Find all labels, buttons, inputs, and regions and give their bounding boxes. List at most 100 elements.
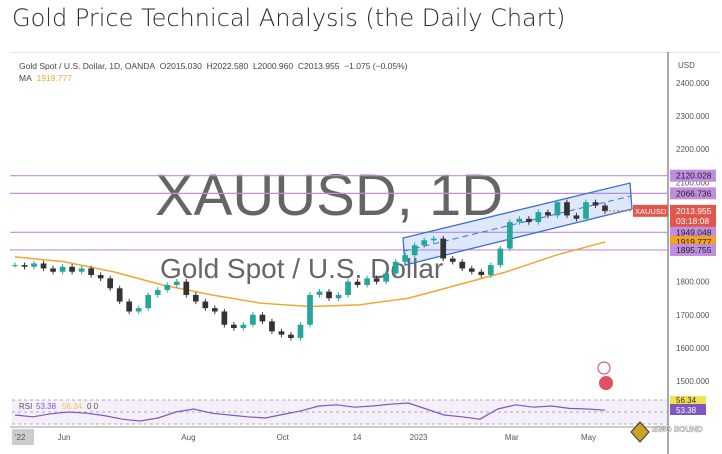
candle xyxy=(145,294,152,309)
symbol-tag-label: XAUUSD xyxy=(635,207,667,216)
rsi-line xyxy=(14,402,606,422)
candle xyxy=(373,278,380,282)
candle xyxy=(12,265,18,267)
legend-low: L2000.960 xyxy=(252,61,294,71)
candle xyxy=(221,311,228,325)
candle xyxy=(545,212,551,216)
candle xyxy=(250,314,256,325)
legend-open: O2015.030 xyxy=(159,61,202,71)
candle xyxy=(192,294,199,302)
candle xyxy=(564,202,570,216)
y-tick-label: 1700.000 xyxy=(676,311,710,320)
rsi-extra: 0 0 xyxy=(87,402,99,411)
watermark-name: Gold Spot / U.S. Dollar xyxy=(160,253,443,284)
candle xyxy=(335,294,342,299)
ma-label: MA xyxy=(19,73,32,83)
y-tick-label: 2100.000 xyxy=(676,178,710,187)
candle xyxy=(459,261,466,269)
candle xyxy=(164,284,171,290)
page-title: Gold Price Technical Analysis (the Daily… xyxy=(12,4,566,32)
candle xyxy=(497,248,504,266)
y-tick-label: 2400.000 xyxy=(676,79,710,88)
candle xyxy=(126,301,133,312)
candle xyxy=(69,266,75,272)
candle xyxy=(116,288,123,302)
chart-frame[interactable] xyxy=(10,52,720,453)
level-tag xyxy=(670,187,716,200)
x-tick-label: 14 xyxy=(353,433,362,442)
candle xyxy=(135,308,142,312)
candle xyxy=(278,331,285,335)
candle xyxy=(50,268,56,272)
rsi-tag-label: 53.38 xyxy=(676,406,697,415)
last-price-tag xyxy=(670,204,716,227)
y-tick-label: 2200.000 xyxy=(676,145,710,154)
candle xyxy=(554,202,561,216)
candle xyxy=(288,334,294,338)
candle xyxy=(487,265,494,276)
candle xyxy=(383,273,389,282)
candle xyxy=(421,240,428,246)
ma-value: 1919.777 xyxy=(36,73,72,83)
candle xyxy=(516,218,523,223)
candle xyxy=(411,245,418,256)
candle xyxy=(211,308,218,312)
logo-icon xyxy=(630,421,650,443)
candle xyxy=(402,255,409,262)
x-tick-label: 2023 xyxy=(410,433,428,442)
rsi-ma-value: 56.34 xyxy=(62,402,83,411)
candle xyxy=(354,281,361,285)
candle xyxy=(269,321,275,332)
candle xyxy=(88,268,94,276)
candle xyxy=(583,202,589,219)
x-tick-label: '22 xyxy=(15,433,26,442)
legend-symbol: Gold Spot / U.S. Dollar, 1D, OANDA xyxy=(19,61,156,71)
candle xyxy=(602,205,608,212)
last-price-label: 2013.955 xyxy=(676,206,712,216)
flag-icon xyxy=(599,376,613,390)
countdown-label: 03:18:08 xyxy=(676,216,709,226)
candle xyxy=(440,238,447,259)
candle xyxy=(392,261,399,274)
level-label: 2120.028 xyxy=(676,171,712,181)
candle xyxy=(259,314,266,322)
level-label: 1949.048 xyxy=(676,227,712,237)
candle xyxy=(231,324,237,329)
rsi-tag xyxy=(670,404,706,415)
y-tick-label: 2300.000 xyxy=(676,112,710,121)
rsi-ma-tag xyxy=(670,396,706,404)
x-tick-label: Oct xyxy=(276,433,289,442)
candle xyxy=(526,218,532,223)
candle xyxy=(59,266,66,272)
candle xyxy=(478,271,485,276)
x-tick-label: May xyxy=(581,433,596,442)
level-label: 2066.736 xyxy=(676,188,712,198)
ma-legend: MA 1919.777 xyxy=(19,73,72,83)
candle xyxy=(506,222,513,249)
candle xyxy=(297,324,304,338)
candle xyxy=(78,268,85,272)
y-tick-label: 1800.000 xyxy=(676,278,710,287)
logo-text: SINO SOUND xyxy=(652,425,703,434)
level-tag xyxy=(670,226,716,239)
y-tick-label: 1500.000 xyxy=(676,377,710,386)
rsi-value: 53.38 xyxy=(36,402,57,411)
legend-change: −1.075 (−0.05%) xyxy=(344,61,408,71)
symbol-tag xyxy=(633,204,668,217)
candle xyxy=(173,281,180,285)
candle xyxy=(316,291,323,295)
y-tick-label: 1600.000 xyxy=(676,344,710,353)
x-tick-label: Mar xyxy=(505,433,519,442)
currency-label: USD xyxy=(678,61,695,70)
candle xyxy=(535,212,542,223)
candle xyxy=(240,324,247,329)
candle xyxy=(449,258,456,262)
candle xyxy=(97,275,104,279)
first-tick-bg xyxy=(12,429,34,445)
legend-high: H2022.580 xyxy=(206,61,249,71)
candle xyxy=(326,291,332,299)
candle xyxy=(40,263,47,269)
candle xyxy=(345,281,351,295)
candle xyxy=(21,265,28,267)
